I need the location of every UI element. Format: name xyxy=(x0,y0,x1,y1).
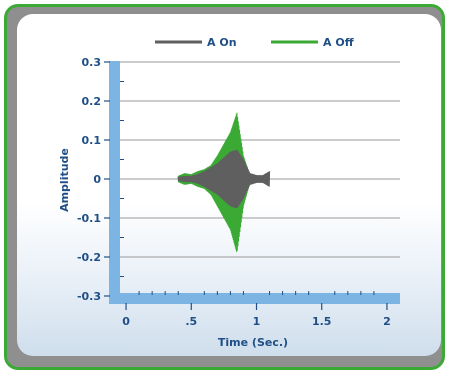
y-tick-label: -0.3 xyxy=(77,290,101,303)
x-axis-bar xyxy=(109,293,400,304)
y-ticks: 0.3 0.2 0.1 0 -0.1 -0.2 -0.3 xyxy=(77,56,124,303)
y-tick-label: -0.1 xyxy=(77,212,101,225)
y-tick-label: 0 xyxy=(93,173,101,186)
y-tick-label: 0.1 xyxy=(82,134,102,147)
x-tick-label: 2 xyxy=(383,315,391,328)
series-line-a-on xyxy=(177,149,271,209)
legend-label: A Off xyxy=(323,36,354,49)
x-tick-label: 0 xyxy=(122,315,130,328)
y-tick-label: 0.3 xyxy=(82,56,102,69)
legend-label: A On xyxy=(207,36,237,49)
x-axis-label: Time (Sec.) xyxy=(218,336,288,349)
axes xyxy=(109,61,400,304)
y-tick-label: 0.2 xyxy=(82,95,102,108)
x-ticks: 0 .5 1 1.5 2 xyxy=(122,291,391,328)
x-tick-label: .5 xyxy=(185,315,197,328)
series-group xyxy=(177,112,271,252)
y-axis-label: Amplitude xyxy=(58,148,71,212)
y-tick-label: -0.2 xyxy=(77,251,101,264)
x-tick-label: 1 xyxy=(253,315,261,328)
legend: A On A Off xyxy=(155,36,354,49)
y-axis-bar xyxy=(109,61,120,303)
x-tick-label: 1.5 xyxy=(312,315,332,328)
